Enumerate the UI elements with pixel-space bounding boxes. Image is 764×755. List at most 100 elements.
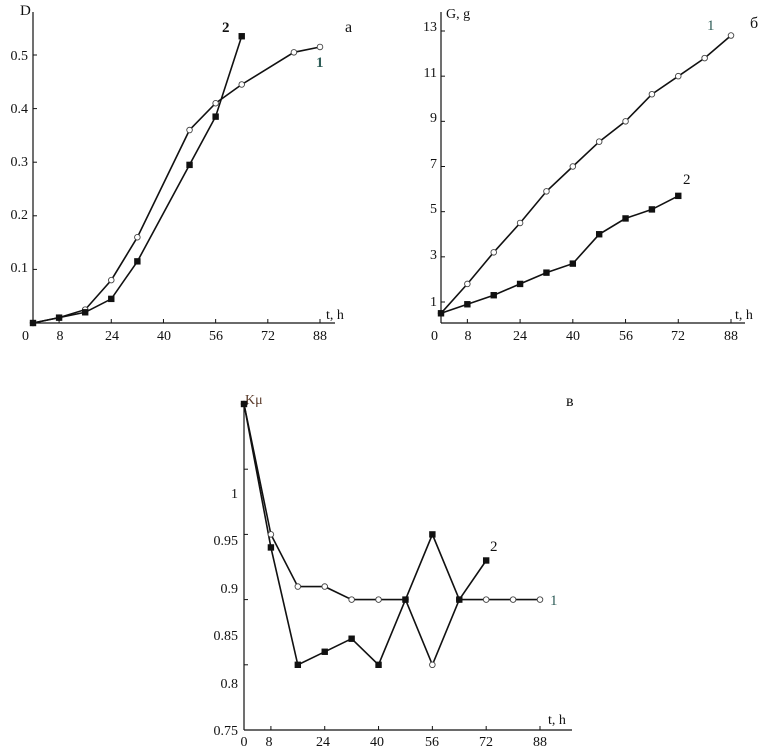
panel-a-x-tick-label: 8 — [57, 329, 64, 344]
panel-a-series-1-label: 1 — [316, 55, 324, 71]
panel-a-x-tick-label: 72 — [261, 329, 275, 344]
panel-a-y-tick-label: 0.1 — [11, 261, 29, 276]
panel-b-y-tick-label: 7 — [430, 157, 437, 172]
panel-b-series-2-square-marker — [490, 292, 497, 299]
panel-c-x-tick-label: 24 — [316, 735, 330, 750]
panel-c: Kμ t, h в 0 8 24 40 56 72 88 0.75 0.8 0.… — [214, 393, 575, 750]
panel-c-series-1-circle-marker — [375, 596, 382, 603]
panel-a-x-tick-label: 0 — [22, 329, 29, 344]
panel-a-x-tick-label: 88 — [313, 329, 327, 344]
panel-a-series-2-label: 2 — [222, 20, 230, 36]
panel-c-ylabel: Kμ — [245, 393, 263, 408]
panel-c-series-2-square-marker — [321, 648, 328, 655]
panel-a-series-1-circle-marker — [316, 43, 324, 51]
panel-b-series-1-circle-marker — [543, 188, 550, 195]
panel-c-letter: в — [566, 393, 574, 410]
panel-b-ylabel: G, g — [446, 7, 470, 22]
panel-a-y-tick-label: 0.3 — [11, 155, 29, 170]
panel-a-x-tick-label: 24 — [105, 329, 119, 344]
panel-c-series-1-circle-marker — [321, 583, 328, 590]
panel-b-series-1-circle-marker — [622, 118, 629, 125]
panel-c-y-tick-label: 0.9 — [221, 582, 239, 597]
panel-c-x-tick-label: 8 — [266, 735, 273, 750]
panel-a-y-tick-label: 0.4 — [11, 102, 29, 117]
panel-c-series-1-circle-marker — [294, 583, 302, 590]
panel-a-ylabel: D — [20, 3, 31, 19]
panel-c-x-tick-label: 72 — [479, 735, 493, 750]
panel-b-x-tick-label: 72 — [671, 329, 685, 344]
panel-c-series-1-label: 1 — [550, 593, 558, 609]
panel-b-series-1-circle-marker — [569, 163, 577, 170]
panel-c-y-tick-label: 0.85 — [214, 629, 239, 644]
panel-c-series-1-circle-marker — [536, 596, 544, 603]
panel-a-series-2-square-marker — [108, 295, 115, 303]
panel-b-y-tick-label: 13 — [423, 20, 437, 35]
panel-c-series-2-line — [243, 403, 487, 667]
panel-c-series-2-square-marker — [267, 544, 275, 551]
panel-c-series-1-line — [243, 403, 540, 667]
panel-c-xlabel: t, h — [548, 713, 566, 728]
panel-a-xlabel: t, h — [326, 308, 344, 323]
panel-a-x-tick-label: 40 — [157, 329, 171, 344]
panel-b-x-tick-labels: 0 8 24 40 56 72 88 — [431, 329, 738, 344]
panel-c-series-2-square-marker — [348, 635, 355, 642]
panel-a-x-tick-labels: 0 8 24 40 56 72 88 — [22, 329, 327, 344]
panel-b-series-1-circle-marker — [516, 219, 524, 227]
panel-b-x-tick-label: 88 — [724, 329, 738, 344]
panel-b-series-1-line — [440, 34, 732, 314]
panel-b-series-2-square-marker — [543, 269, 550, 276]
panel-c-y-tick-labels: 0.75 0.8 0.85 0.9 0.95 1 — [214, 487, 239, 739]
panel-c-series-1-circle-marker — [429, 661, 436, 669]
panel-a-series-1-circle-marker — [238, 81, 245, 88]
panel-b-series-2-square-marker — [516, 280, 524, 288]
panel-a-y-tick-label: 0.5 — [11, 49, 29, 64]
panel-a-series-2-square-marker — [81, 309, 89, 316]
panel-b-y-tick-label: 1 — [430, 295, 437, 310]
panel-a-series-1-circle-marker — [186, 126, 193, 134]
panel-b-series-1-circle-marker — [648, 90, 656, 98]
panel-b-y-tick-label: 5 — [430, 202, 437, 217]
panel-a-letter: а — [345, 19, 352, 36]
panel-c-y-tick-label: 0.75 — [214, 724, 239, 739]
panel-a-series-1-circle-marker — [212, 99, 219, 107]
panel-c-series-2-square-marker — [402, 596, 409, 603]
panel-a-series-2-square-marker — [238, 33, 245, 40]
panel-b-series-2-square-marker — [595, 231, 603, 238]
panel-b-series-1-circle-marker — [727, 32, 735, 39]
panel-c-series-2-square-marker — [294, 661, 302, 668]
panel-b-x-tick-label: 8 — [465, 329, 472, 344]
panel-a-y-tick-label: 0.2 — [11, 208, 29, 223]
panel-c-series-2-square-marker — [482, 557, 490, 564]
panel-a-series-1-line — [32, 46, 321, 324]
panel-c-series-1-circle-marker — [509, 596, 517, 603]
panel-c-x-tick-label: 88 — [533, 735, 547, 750]
panel-b-series-2-square-marker — [464, 301, 471, 308]
panel-a-series-1-circle-marker — [290, 49, 298, 56]
panel-b-series-2-square-marker — [437, 310, 445, 317]
panel-b-series-2-square-marker — [622, 215, 629, 222]
panel-b-x-tick-label: 56 — [619, 329, 633, 344]
panel-c-y-tick-label: 1 — [231, 487, 238, 502]
panel-b-x-tick-label: 40 — [566, 329, 580, 344]
panel-c-series-1-circle-marker — [482, 596, 490, 603]
panel-b-series-1-circle-marker — [464, 280, 471, 288]
panel-b: G, g t, h б 0 8 24 40 56 72 88 1 3 5 7 9… — [423, 7, 758, 344]
panel-c-x-tick-labels: 0 8 24 40 56 72 88 — [241, 735, 548, 750]
panel-a: D t, h а 0 8 24 40 56 72 88 0.1 0.2 0.3 … — [11, 3, 353, 344]
panel-a-series-2-square-marker — [134, 258, 141, 265]
panel-c-x-tick-label: 0 — [241, 735, 248, 750]
panel-a-series-1-circle-marker — [108, 276, 115, 284]
panel-a-x-tick-label: 56 — [209, 329, 223, 344]
panel-a-series-2-square-marker — [186, 161, 193, 169]
panel-c-y-tick-label: 0.95 — [214, 534, 239, 549]
panel-c-x-tick-label: 40 — [370, 735, 384, 750]
panel-c-series-2-square-marker — [375, 661, 382, 668]
panel-b-letter: б — [750, 15, 758, 32]
panel-b-y-tick-label: 3 — [430, 248, 437, 263]
panel-c-series-1-circle-marker — [348, 596, 355, 603]
panel-a-series-2-line — [32, 35, 243, 324]
panel-b-series-1-circle-marker — [701, 54, 708, 62]
panel-b-series-2-square-marker — [675, 192, 682, 200]
panel-b-series-2-label: 2 — [683, 172, 691, 188]
